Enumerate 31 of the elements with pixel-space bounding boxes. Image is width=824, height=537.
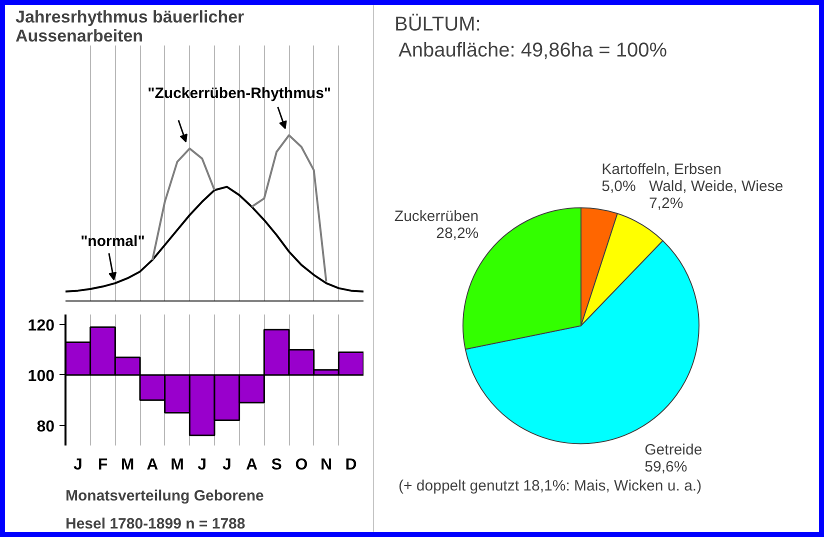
x-tick-label: M <box>170 456 184 474</box>
data-label: 7,2% <box>648 195 684 212</box>
text: (+ doppelt genutzt 18,1%: Mais, Wicken u. a.) <box>398 478 702 494</box>
slice-label: Zuckerrüben <box>394 208 479 226</box>
x-tick-label: J <box>73 456 82 474</box>
chart-subtitle: Anbaufläche: 49,86ha = 100% <box>398 40 668 62</box>
chart-title: Jahresrhythmus bäuerlicher Aussenarbeiten <box>16 8 245 46</box>
x-tick-label: M <box>120 456 134 474</box>
x-tick-label: N <box>320 456 332 474</box>
x-tick-label: F <box>98 456 108 474</box>
x-tick-label: J <box>222 456 232 474</box>
data-label: 59,6% <box>644 458 688 476</box>
slice-label: Kartoffeln, Erbsen <box>602 161 722 178</box>
data-label: 28,2% <box>436 225 479 242</box>
slice-label: Getreide <box>644 442 702 459</box>
series-label: "normal" <box>80 232 145 250</box>
y-tick-label: 100 <box>28 368 55 385</box>
y-tick-label: 120 <box>28 318 55 335</box>
x-tick-label: D <box>345 456 357 474</box>
x-tick-label: J <box>198 456 207 474</box>
x-tick-label: A <box>246 456 258 474</box>
x-tick-label: A <box>146 456 159 474</box>
text: Monatsverteilung Geborene <box>66 488 264 504</box>
y-tick-label: 80 <box>36 418 55 436</box>
slice-label: Wald, Weide, Wiese <box>648 178 784 196</box>
text: "Zuckerrüben-Rhythmus" <box>148 85 332 102</box>
data-label: 5,0% <box>602 178 636 196</box>
x-tick-label: S <box>271 456 282 474</box>
x-tick-label: O <box>295 456 308 474</box>
chart-title: BÜLTUM: <box>394 14 481 36</box>
text: Hesel 1780-1899 n = 1788 <box>66 516 246 532</box>
